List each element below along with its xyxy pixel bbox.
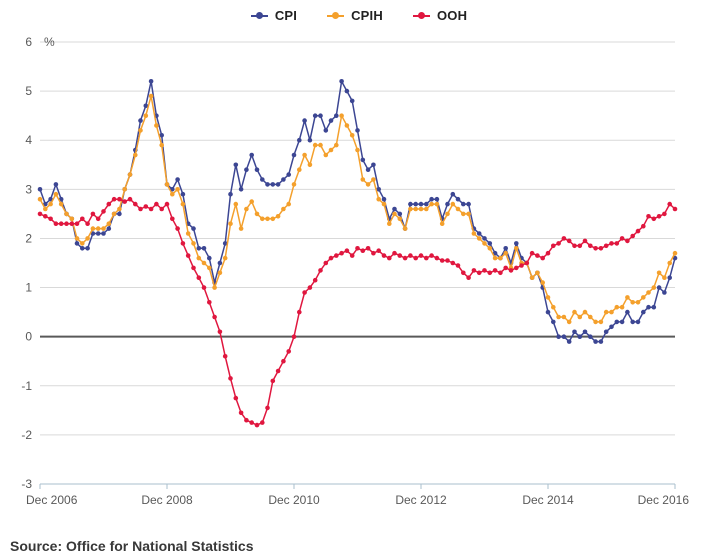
svg-text:1: 1 (25, 281, 32, 295)
legend-label-cpih: CPIH (351, 8, 383, 23)
svg-text:3: 3 (25, 182, 32, 196)
x-axis: Dec 2006 Dec 2008 Dec 2010 Dec 2012 Dec 2014… (26, 484, 689, 507)
cpih-line-marker-icon (327, 12, 345, 19)
legend-label-ooh: OOH (436, 8, 468, 23)
legend-item-cpih[interactable]: CPIH (327, 8, 383, 23)
svg-text:6: 6 (25, 35, 32, 49)
svg-text:5: 5 (25, 84, 32, 98)
gridlines (40, 41, 675, 485)
legend-item-ooh[interactable]: OOH (412, 8, 468, 23)
series-cpi (37, 79, 678, 344)
legend-label-cpi: CPI (274, 8, 298, 23)
ooh-line-marker-icon (412, 12, 430, 19)
svg-text:-3: -3 (21, 477, 32, 491)
y-axis-tick-labels: 6 5 4 3 2 1 0 -1 -2 -3 (21, 35, 32, 491)
svg-text:Dec 2010: Dec 2010 (268, 493, 320, 507)
cpi-line-marker-icon (250, 12, 268, 19)
svg-text:-2: -2 (21, 428, 32, 442)
source-note: Source: Office for National Statistics (10, 538, 254, 554)
svg-text:-1: -1 (21, 379, 32, 393)
svg-text:0: 0 (25, 330, 32, 344)
svg-text:4: 4 (25, 133, 32, 147)
svg-text:Dec 2006: Dec 2006 (26, 493, 78, 507)
y-axis-unit-label: % (44, 35, 55, 49)
svg-text:Dec 2008: Dec 2008 (141, 493, 193, 507)
chart-legend: CPI CPIH OOH (0, 8, 718, 23)
svg-text:2: 2 (25, 231, 32, 245)
series-ooh (37, 196, 678, 428)
series-cpih (37, 93, 678, 325)
svg-text:Dec 2012: Dec 2012 (395, 493, 447, 507)
svg-text:Dec 2016: Dec 2016 (638, 493, 690, 507)
legend-item-cpi[interactable]: CPI (250, 8, 298, 23)
inflation-chart: CPI CPIH OOH 6 5 4 3 2 1 0 -1 -2 -3% Dec 2006 Dec 2… (0, 8, 718, 507)
svg-text:Dec 2014: Dec 2014 (522, 493, 574, 507)
